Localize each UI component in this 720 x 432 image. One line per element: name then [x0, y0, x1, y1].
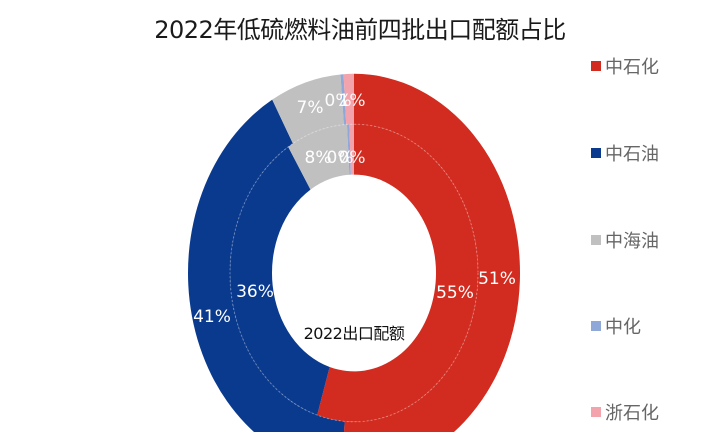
outer-slice-cnooc[interactable] [272, 74, 344, 144]
legend-label: 中化 [605, 317, 641, 338]
legend-label: 中石化 [605, 57, 659, 78]
chart-title: 2022年低硫燃料油前四批出口配额占比 [0, 10, 720, 45]
inner-slice-zhejiang-petrochemical[interactable] [349, 124, 354, 175]
outer-slice-zhejiang-petrochemical[interactable] [343, 73, 354, 125]
legend-label: 浙石化 [605, 403, 659, 424]
inner-label-zhejiang-petrochemical: 0% [339, 148, 366, 168]
inner-slice-sinochem[interactable] [346, 124, 351, 175]
legend-item-sinochem[interactable]: 中化 [591, 314, 641, 338]
inner-slice-petrochina[interactable] [230, 146, 330, 416]
legend-swatch-icon [591, 321, 601, 331]
inner-slice-sinopec[interactable] [317, 124, 479, 422]
outer-slice-petrochina[interactable] [188, 99, 345, 432]
inner-slice-cnooc[interactable] [288, 124, 350, 190]
legend-swatch-icon [591, 61, 601, 71]
legend-label: 中海油 [605, 231, 659, 252]
outer-slice-sinopec[interactable] [341, 73, 520, 432]
inner-label-sinopec: 55% [436, 283, 474, 303]
legend-item-sinopec[interactable]: 中石化 [591, 54, 659, 78]
donut-data-labels: 55%36%8%0%0%51%41%7% 0%1% [193, 91, 516, 327]
legend-swatch-icon [591, 235, 601, 245]
outer-slice-sinochem[interactable] [340, 74, 347, 125]
legend-label: 中石油 [605, 144, 659, 165]
donut-center-label: 2022出口配额 [303, 324, 405, 343]
outer-label-zhejiang-petrochemical: 1% [339, 91, 366, 111]
legend-item-petrochina[interactable]: 中石油 [591, 141, 659, 165]
ring-separator [229, 123, 479, 423]
outer-label-petrochina: 41% [193, 307, 231, 327]
legend-swatch-icon [591, 148, 601, 158]
inner-label-sinochem: 0% [327, 148, 354, 168]
outer-label-cnooc: 7% [297, 98, 324, 118]
inner-label-cnooc: 8% [305, 148, 332, 168]
legend-swatch-icon [591, 407, 601, 417]
chart-title-text: 2022年低硫燃料油前四批出口配额占比 [154, 16, 566, 44]
legend-item-zhejiang-petrochemical[interactable]: 浙石化 [591, 400, 659, 424]
donut-slices [188, 73, 520, 432]
outer-label-sinopec: 51% [478, 269, 516, 289]
legend-item-cnooc[interactable]: 中海油 [591, 228, 659, 252]
inner-label-petrochina: 36% [236, 282, 274, 302]
outer-label-sinochem: 0% [325, 91, 352, 111]
